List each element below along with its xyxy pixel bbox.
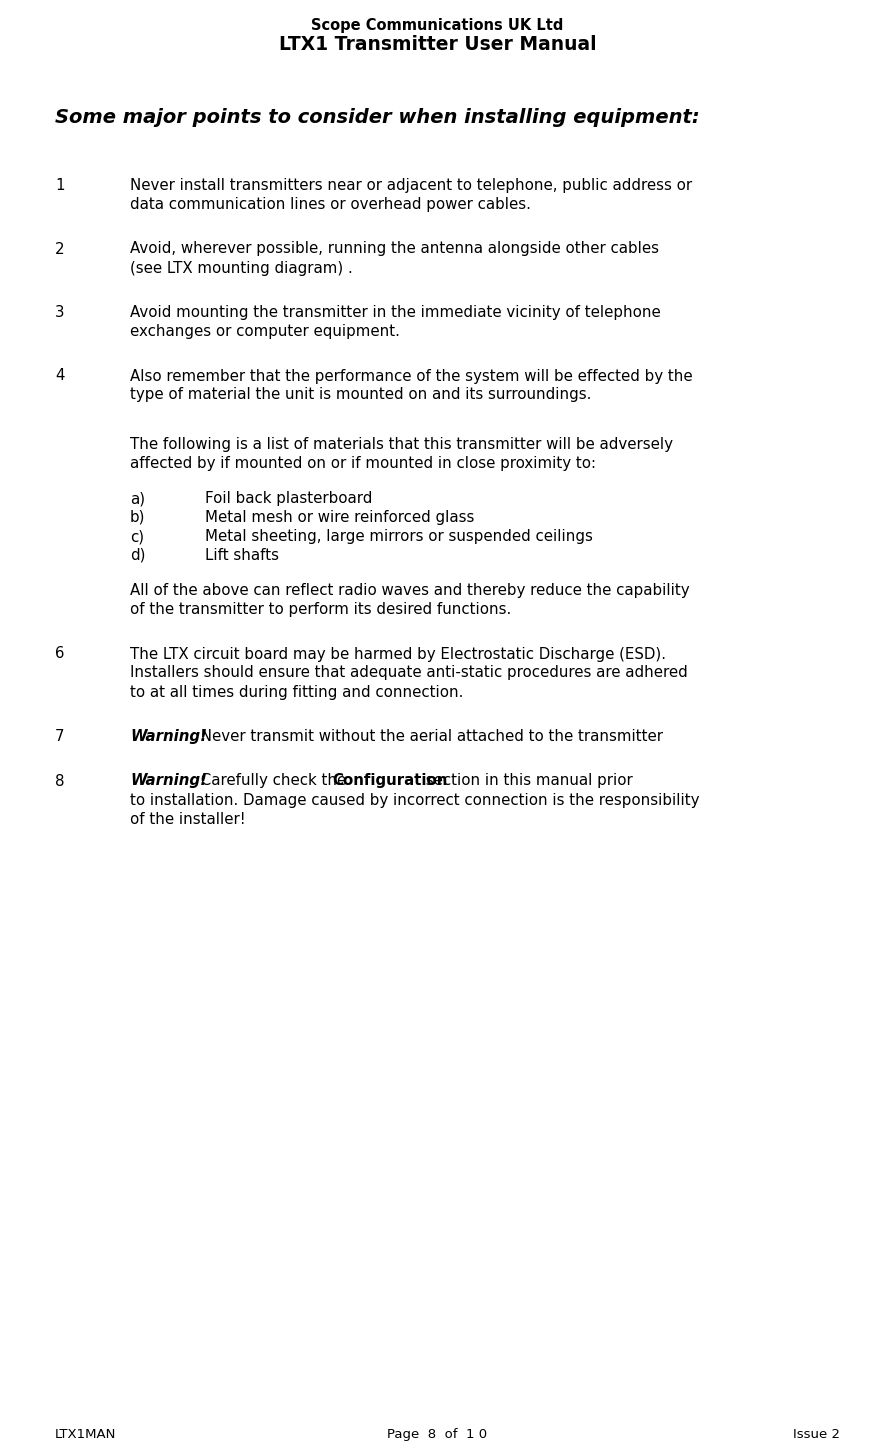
Text: exchanges or computer equipment.: exchanges or computer equipment. <box>130 324 400 339</box>
Text: of the transmitter to perform its desired functions.: of the transmitter to perform its desire… <box>130 602 511 618</box>
Text: a): a) <box>130 491 145 506</box>
Text: section in this manual prior: section in this manual prior <box>421 773 633 789</box>
Text: Foil back plasterboard: Foil back plasterboard <box>205 491 373 506</box>
Text: Metal mesh or wire reinforced glass: Metal mesh or wire reinforced glass <box>205 510 474 525</box>
Text: 6: 6 <box>55 647 65 661</box>
Text: c): c) <box>130 529 144 543</box>
Text: 7: 7 <box>55 729 65 744</box>
Text: 1: 1 <box>55 179 65 193</box>
Text: Some major points to consider when installing equipment:: Some major points to consider when insta… <box>55 108 700 126</box>
Text: All of the above can reflect radio waves and thereby reduce the capability: All of the above can reflect radio waves… <box>130 583 690 599</box>
Text: Lift shafts: Lift shafts <box>205 548 279 562</box>
Text: Carefully check the: Carefully check the <box>196 773 351 789</box>
Text: Warning!: Warning! <box>130 773 207 789</box>
Text: (see LTX mounting diagram) .: (see LTX mounting diagram) . <box>130 260 353 276</box>
Text: of the installer!: of the installer! <box>130 811 246 827</box>
Text: affected by if mounted on or if mounted in close proximity to:: affected by if mounted on or if mounted … <box>130 456 596 471</box>
Text: Never transmit without the aerial attached to the transmitter: Never transmit without the aerial attach… <box>196 729 663 744</box>
Text: 8: 8 <box>55 773 65 789</box>
Text: Configuration: Configuration <box>332 773 448 789</box>
Text: LTX1 Transmitter User Manual: LTX1 Transmitter User Manual <box>278 35 597 54</box>
Text: b): b) <box>130 510 145 525</box>
Text: to at all times during fitting and connection.: to at all times during fitting and conne… <box>130 684 464 699</box>
Text: 3: 3 <box>55 305 65 320</box>
Text: Scope Communications UK Ltd: Scope Communications UK Ltd <box>312 17 564 33</box>
Text: Issue 2: Issue 2 <box>793 1428 840 1441</box>
Text: Metal sheeting, large mirrors or suspended ceilings: Metal sheeting, large mirrors or suspend… <box>205 529 593 543</box>
Text: Avoid, wherever possible, running the antenna alongside other cables: Avoid, wherever possible, running the an… <box>130 241 659 257</box>
Text: The LTX circuit board may be harmed by Electrostatic Discharge (ESD).: The LTX circuit board may be harmed by E… <box>130 647 666 661</box>
Text: type of material the unit is mounted on and its surroundings.: type of material the unit is mounted on … <box>130 388 592 402</box>
Text: Warning!: Warning! <box>130 729 207 744</box>
Text: Page  8  of  1 0: Page 8 of 1 0 <box>388 1428 487 1441</box>
Text: 2: 2 <box>55 241 65 257</box>
Text: Installers should ensure that adequate anti-static procedures are adhered: Installers should ensure that adequate a… <box>130 665 688 680</box>
Text: LTX1MAN: LTX1MAN <box>55 1428 116 1441</box>
Text: d): d) <box>130 548 145 562</box>
Text: Also remember that the performance of the system will be effected by the: Also remember that the performance of th… <box>130 369 693 384</box>
Text: to installation. Damage caused by incorrect connection is the responsibility: to installation. Damage caused by incorr… <box>130 792 699 808</box>
Text: Avoid mounting the transmitter in the immediate vicinity of telephone: Avoid mounting the transmitter in the im… <box>130 305 661 320</box>
Text: data communication lines or overhead power cables.: data communication lines or overhead pow… <box>130 198 531 212</box>
Text: Never install transmitters near or adjacent to telephone, public address or: Never install transmitters near or adjac… <box>130 179 692 193</box>
Text: 4: 4 <box>55 369 65 384</box>
Text: The following is a list of materials that this transmitter will be adversely: The following is a list of materials tha… <box>130 437 673 452</box>
